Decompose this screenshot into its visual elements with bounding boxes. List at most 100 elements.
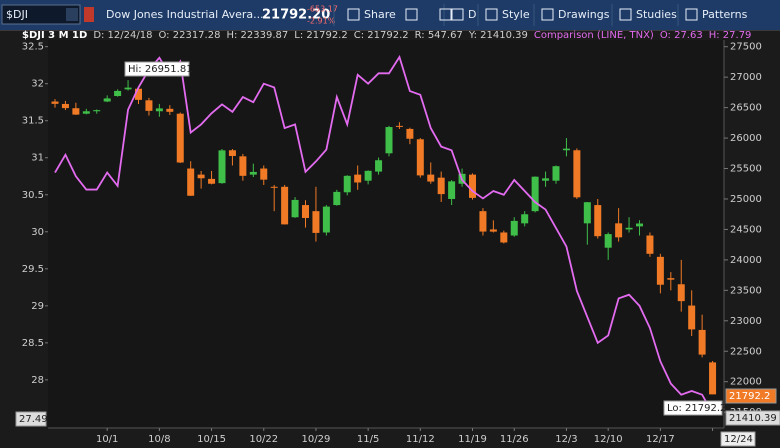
y2-tick-label: 32 [31,79,44,90]
y2-tick-label: 30 [31,227,44,238]
lo-label: Lo: 21792.2 [667,403,726,414]
toolbar-button[interactable]: Patterns [702,8,748,21]
candle-body [61,103,69,109]
comparison-item: H: 27.79 [709,30,752,41]
candle-body [500,232,508,243]
description: Dow Jones Industrial Avera... [106,8,264,21]
candle-body [552,166,560,181]
button-icon[interactable] [405,8,418,21]
y-tag-box [725,410,780,426]
y-tick-label: 27500 [730,42,762,53]
toolbar-button[interactable]: D [468,8,476,21]
candle-body [469,174,476,198]
lo-label-box [663,400,723,416]
header-item: D: 12/24/18 [93,30,152,41]
header-item: O: 22317.28 [158,30,220,41]
candle-body [187,168,195,196]
date-tag: 12/24 [724,434,753,445]
candle-body [103,98,111,102]
y2-tick-label: 29.5 [22,264,44,275]
symbol-box[interactable] [1,4,81,25]
candle-body [270,186,278,188]
x-tick-label: 10/15 [197,434,226,445]
toolbar [0,0,780,30]
plot-area [48,40,724,428]
candle-body [124,87,132,90]
toolbar-button[interactable]: Drawings [558,8,610,21]
header-item: R: 547.67 [415,30,463,41]
candle-body [709,362,717,395]
x-tick-label: 12/3 [555,434,577,445]
x-tick-label: 10/29 [302,434,331,445]
y2-tick-label: 32.5 [22,42,44,53]
y-tick-label: 25500 [730,164,762,175]
candle-body [646,235,654,254]
x-tick-label: 10/8 [148,434,170,445]
x-tick-label: 10/1 [96,434,118,445]
button-icon[interactable] [685,8,698,21]
candle-body [228,150,236,156]
y2-tick-label: 31.5 [22,116,44,127]
candle-body [135,88,142,100]
candle-body [249,171,257,175]
candle-body [615,223,623,238]
candle-body [427,174,435,182]
candle-body [406,128,414,139]
candle-body [594,205,602,237]
candle-body [176,113,184,163]
x-tick-label: 11/19 [458,434,487,445]
candle-body [385,127,393,154]
candle-body [573,150,581,198]
button-icon[interactable] [347,8,360,21]
candle-body [155,108,163,112]
candle-body [583,202,591,224]
candle-body [260,168,268,180]
y-tag: 21410.39 [729,413,777,424]
divider [0,30,780,31]
x-tick-label: 11/12 [406,434,435,445]
button-icon[interactable] [451,8,464,21]
y-tick-label: 24500 [730,224,762,235]
candle-body [354,174,362,183]
button-icon[interactable] [485,8,498,21]
x-tick-label: 10/22 [249,434,278,445]
candle-body [239,156,247,176]
x-tick-label: 12/10 [594,434,623,445]
candle-body [364,170,372,181]
candle-body [677,284,685,302]
button-icon[interactable] [439,8,452,21]
dropdown[interactable] [66,8,78,21]
candle-body [82,111,90,114]
y-tick-label: 26500 [730,103,762,114]
button-icon[interactable] [541,8,554,21]
hi-label: Hi: 26951.81 [128,64,193,75]
candle-body [604,234,612,248]
toolbar-button[interactable]: Share [364,8,396,21]
x-tick-label: 11/5 [357,434,379,445]
y-tick-label: 25000 [730,194,762,205]
candle-body [656,256,664,285]
comparison-item: O: 27.63 [660,30,703,41]
candle-body [479,211,487,232]
candle-body [416,139,424,176]
candle-body [395,125,403,127]
comparison-item: Comparison (LINE, TNX) [534,30,654,41]
candle-body [343,175,351,193]
candle-body [218,150,226,184]
candle-body [72,108,80,115]
link-icon[interactable] [84,7,94,22]
toolbar-button[interactable]: Studies [636,8,677,21]
left-tag-box [15,411,47,427]
candle-body [521,214,529,224]
symbol: $DJI [6,8,28,21]
x-tick-label: 11/26 [500,434,529,445]
change: -653.17 [307,5,338,14]
toolbar-button[interactable]: Style [502,8,530,21]
header-item: H: 22339.87 [226,30,288,41]
candle-body [208,178,216,184]
button-icon[interactable] [619,8,632,21]
left-tag: 27.49 [19,414,48,425]
candle-body [281,186,289,225]
candle-body [291,199,299,218]
